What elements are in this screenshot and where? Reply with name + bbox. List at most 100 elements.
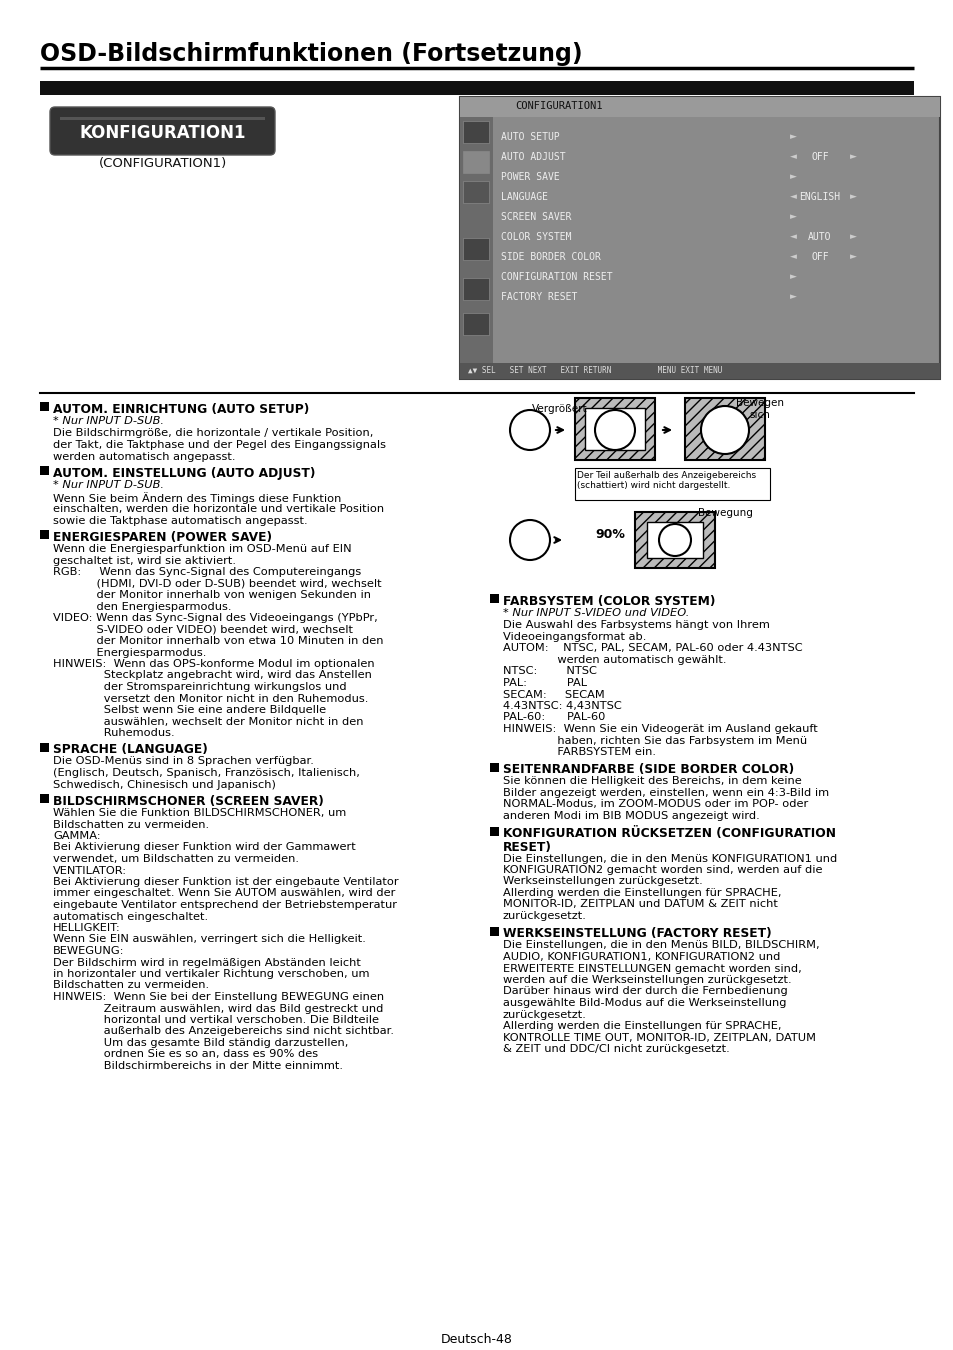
Bar bbox=[459, 363, 939, 379]
Text: Die Bildschirmgröße, die horizontale / vertikale Position,: Die Bildschirmgröße, die horizontale / v… bbox=[53, 428, 373, 439]
Text: (Englisch, Deutsch, Spanisch, Französisch, Italienisch,: (Englisch, Deutsch, Spanisch, Französisc… bbox=[53, 768, 359, 778]
Bar bbox=[490, 926, 498, 936]
Bar bbox=[584, 408, 644, 450]
Text: PAL-60:      PAL-60: PAL-60: PAL-60 bbox=[502, 713, 605, 722]
Text: Allerding werden die Einstellungen für SPRACHE,: Allerding werden die Einstellungen für S… bbox=[502, 1021, 781, 1031]
Bar bbox=[462, 122, 489, 143]
Text: immer eingeschaltet. Wenn Sie AUTOM auswählen, wird der: immer eingeschaltet. Wenn Sie AUTOM ausw… bbox=[53, 888, 395, 899]
Text: CONFIGURATION RESET: CONFIGURATION RESET bbox=[500, 271, 612, 282]
Text: WERKSEINSTELLUNG (FACTORY RESET): WERKSEINSTELLUNG (FACTORY RESET) bbox=[502, 927, 771, 941]
Text: Ruhemodus.: Ruhemodus. bbox=[53, 728, 174, 738]
Text: SCREEN SAVER: SCREEN SAVER bbox=[500, 212, 571, 221]
Text: zurückgesetzt.: zurückgesetzt. bbox=[502, 911, 586, 921]
Text: VENTILATOR:: VENTILATOR: bbox=[53, 865, 127, 876]
Bar bbox=[575, 468, 769, 500]
Text: ►: ► bbox=[789, 271, 796, 281]
Text: ENGLISH: ENGLISH bbox=[799, 192, 840, 202]
Text: Bildschatten zu vermeiden.: Bildschatten zu vermeiden. bbox=[53, 819, 209, 829]
Text: Bilder angezeigt werden, einstellen, wenn ein 4:3-Bild im: Bilder angezeigt werden, einstellen, wen… bbox=[502, 788, 828, 798]
Text: AUTOM. EINRICHTUNG (AUTO SETUP): AUTOM. EINRICHTUNG (AUTO SETUP) bbox=[53, 404, 309, 416]
Text: KONFIGURATION RÜCKSETZEN (CONFIGURATION: KONFIGURATION RÜCKSETZEN (CONFIGURATION bbox=[502, 828, 835, 841]
Bar bbox=[462, 238, 489, 261]
Text: Wählen Sie die Funktion BILDSCHIRMSCHONER, um: Wählen Sie die Funktion BILDSCHIRMSCHONE… bbox=[53, 809, 346, 818]
Text: HINWEIS:  Wenn das OPS-konforme Modul im optionalen: HINWEIS: Wenn das OPS-konforme Modul im … bbox=[53, 659, 375, 670]
Text: KONFIGURATION1: KONFIGURATION1 bbox=[80, 124, 246, 142]
Text: VIDEO: Wenn das Sync-Signal des Videoeingangs (YPbPr,: VIDEO: Wenn das Sync-Signal des Videoein… bbox=[53, 613, 377, 622]
Text: FACTORY RESET: FACTORY RESET bbox=[500, 292, 577, 302]
Text: Wenn die Energiesparfunktion im OSD-Menü auf EIN: Wenn die Energiesparfunktion im OSD-Menü… bbox=[53, 544, 352, 554]
Text: ◄: ◄ bbox=[789, 153, 796, 161]
Text: Energiesparmodus.: Energiesparmodus. bbox=[53, 648, 206, 657]
Circle shape bbox=[700, 406, 748, 454]
Bar bbox=[490, 826, 498, 836]
Text: ►: ► bbox=[849, 192, 856, 201]
Text: ◄: ◄ bbox=[789, 192, 796, 201]
Bar bbox=[459, 97, 939, 117]
Text: KONTROLLE TIME OUT, MONITOR-ID, ZEITPLAN, DATUM: KONTROLLE TIME OUT, MONITOR-ID, ZEITPLAN… bbox=[502, 1033, 815, 1042]
Text: auswählen, wechselt der Monitor nicht in den: auswählen, wechselt der Monitor nicht in… bbox=[53, 717, 363, 726]
Bar bbox=[40, 531, 49, 539]
Text: HINWEIS:  Wenn Sie bei der Einstellung BEWEGUNG einen: HINWEIS: Wenn Sie bei der Einstellung BE… bbox=[53, 992, 384, 1002]
Text: Bewegung: Bewegung bbox=[697, 508, 752, 518]
Text: Sie können die Helligkeit des Bereichs, in dem keine: Sie können die Helligkeit des Bereichs, … bbox=[502, 776, 801, 787]
Text: RESET): RESET) bbox=[502, 841, 551, 853]
Text: Der Bildschirm wird in regelmäßigen Abständen leicht: Der Bildschirm wird in regelmäßigen Abst… bbox=[53, 957, 360, 968]
Text: den Energiesparmodus.: den Energiesparmodus. bbox=[53, 602, 232, 612]
Text: KONFIGURATION2 gemacht worden sind, werden auf die: KONFIGURATION2 gemacht worden sind, werd… bbox=[502, 865, 821, 875]
Text: Deutsch-48: Deutsch-48 bbox=[440, 1332, 513, 1346]
Text: CONFIGURATION1: CONFIGURATION1 bbox=[515, 101, 602, 111]
Text: PAL:           PAL: PAL: PAL bbox=[502, 678, 586, 688]
Text: Um das gesamte Bild ständig darzustellen,: Um das gesamte Bild ständig darzustellen… bbox=[53, 1038, 348, 1048]
Text: Bildschirmbereichs in der Mitte einnimmt.: Bildschirmbereichs in der Mitte einnimmt… bbox=[53, 1061, 343, 1071]
Text: automatisch eingeschaltet.: automatisch eingeschaltet. bbox=[53, 911, 208, 922]
Text: NORMAL-Modus, im ZOOM-MODUS oder im POP- oder: NORMAL-Modus, im ZOOM-MODUS oder im POP-… bbox=[502, 799, 807, 810]
Text: der Takt, die Taktphase und der Pegel des Eingangssignals: der Takt, die Taktphase und der Pegel de… bbox=[53, 440, 386, 450]
Text: Bei Aktivierung dieser Funktion wird der Gammawert: Bei Aktivierung dieser Funktion wird der… bbox=[53, 842, 355, 852]
Bar bbox=[684, 398, 764, 460]
Bar bbox=[462, 181, 489, 202]
Text: BEWEGUNG:: BEWEGUNG: bbox=[53, 946, 125, 956]
Text: AUTOM:    NTSC, PAL, SECAM, PAL-60 oder 4.43NTSC: AUTOM: NTSC, PAL, SECAM, PAL-60 oder 4.4… bbox=[502, 644, 801, 653]
Text: geschaltet ist, wird sie aktiviert.: geschaltet ist, wird sie aktiviert. bbox=[53, 555, 235, 566]
Circle shape bbox=[595, 410, 635, 450]
Text: AUTOM. EINSTELLUNG (AUTO ADJUST): AUTOM. EINSTELLUNG (AUTO ADJUST) bbox=[53, 467, 315, 481]
Text: FARBSYSTEM (COLOR SYSTEM): FARBSYSTEM (COLOR SYSTEM) bbox=[502, 595, 715, 608]
Text: ►: ► bbox=[849, 252, 856, 261]
Text: ◄: ◄ bbox=[789, 232, 796, 242]
Text: anderen Modi im BIB MODUS angezeigt wird.: anderen Modi im BIB MODUS angezeigt wird… bbox=[502, 811, 759, 821]
Text: AUTO ADJUST: AUTO ADJUST bbox=[500, 153, 565, 162]
FancyBboxPatch shape bbox=[50, 107, 274, 155]
Text: AUTO: AUTO bbox=[807, 232, 831, 242]
Text: (CONFIGURATION1): (CONFIGURATION1) bbox=[99, 157, 227, 170]
Text: werden automatisch angepasst.: werden automatisch angepasst. bbox=[53, 451, 235, 462]
Bar bbox=[490, 594, 498, 603]
Bar bbox=[575, 398, 655, 460]
Text: BILDSCHIRMSCHONER (SCREEN SAVER): BILDSCHIRMSCHONER (SCREEN SAVER) bbox=[53, 795, 323, 809]
Text: * Nur INPUT S-VIDEO und VIDEO.: * Nur INPUT S-VIDEO und VIDEO. bbox=[502, 608, 689, 618]
Text: ►: ► bbox=[789, 212, 796, 221]
Text: (HDMI, DVI-D oder D-SUB) beendet wird, wechselt: (HDMI, DVI-D oder D-SUB) beendet wird, w… bbox=[53, 579, 381, 589]
Text: Vergrößert: Vergrößert bbox=[532, 404, 587, 414]
Text: LANGUAGE: LANGUAGE bbox=[500, 192, 547, 202]
Text: NTSC:        NTSC: NTSC: NTSC bbox=[502, 667, 597, 676]
Text: werden auf die Werkseinstellungen zurückgesetzt.: werden auf die Werkseinstellungen zurück… bbox=[502, 975, 791, 985]
Bar bbox=[459, 117, 493, 379]
Text: ▲▼ SEL   SET NEXT   EXIT RETURN          MENU EXIT MENU: ▲▼ SEL SET NEXT EXIT RETURN MENU EXIT ME… bbox=[468, 366, 721, 375]
Circle shape bbox=[659, 524, 690, 556]
Text: Die OSD-Menüs sind in 8 Sprachen verfügbar.: Die OSD-Menüs sind in 8 Sprachen verfügb… bbox=[53, 756, 314, 767]
Text: 4.43NTSC: 4,43NTSC: 4.43NTSC: 4,43NTSC bbox=[502, 701, 621, 711]
Text: der Monitor innerhalb von wenigen Sekunden in: der Monitor innerhalb von wenigen Sekund… bbox=[53, 590, 371, 599]
Text: ►: ► bbox=[849, 232, 856, 242]
Bar bbox=[646, 522, 702, 558]
Text: Videoeingangsformat ab.: Videoeingangsformat ab. bbox=[502, 632, 646, 643]
Text: der Monitor innerhalb von etwa 10 Minuten in den: der Monitor innerhalb von etwa 10 Minute… bbox=[53, 636, 383, 647]
Text: eingebaute Ventilator entsprechend der Betriebstemperatur: eingebaute Ventilator entsprechend der B… bbox=[53, 900, 396, 910]
Text: ordnen Sie es so an, dass es 90% des: ordnen Sie es so an, dass es 90% des bbox=[53, 1049, 317, 1060]
Text: OSD-Bildschirmfunktionen (Fortsetzung): OSD-Bildschirmfunktionen (Fortsetzung) bbox=[40, 42, 582, 66]
Text: & ZEIT und DDC/CI nicht zurückgesetzt.: & ZEIT und DDC/CI nicht zurückgesetzt. bbox=[502, 1044, 729, 1054]
Bar bbox=[462, 151, 489, 173]
Text: Steckplatz angebracht wird, wird das Anstellen: Steckplatz angebracht wird, wird das Ans… bbox=[53, 671, 372, 680]
Text: Schwedisch, Chinesisch und Japanisch): Schwedisch, Chinesisch und Japanisch) bbox=[53, 779, 275, 790]
Text: Werkseinstellungen zurückgesetzt.: Werkseinstellungen zurückgesetzt. bbox=[502, 876, 702, 887]
Text: Wenn Sie beim Ändern des Timings diese Funktion: Wenn Sie beim Ändern des Timings diese F… bbox=[53, 493, 341, 505]
